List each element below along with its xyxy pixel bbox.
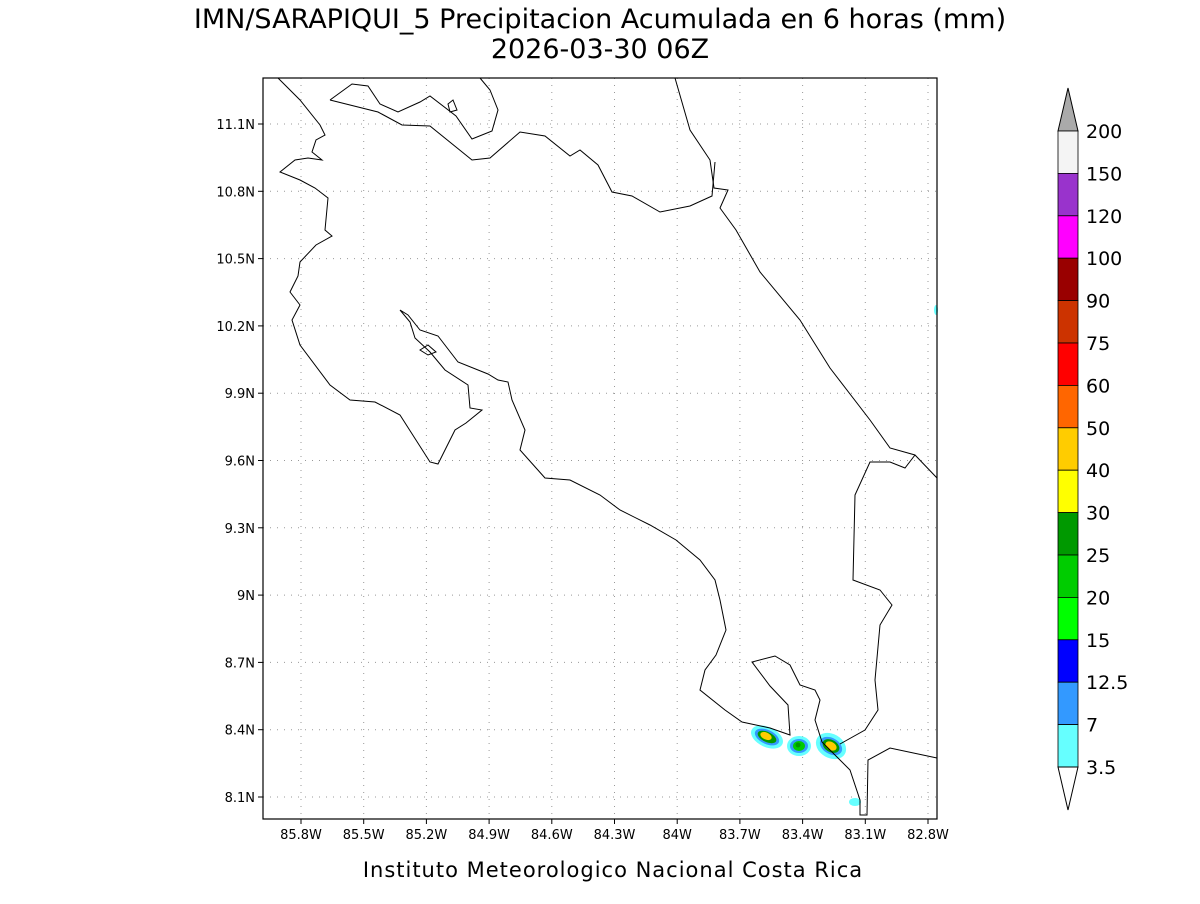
colorbar-box: [1057, 639, 1079, 683]
colorbar-label: 60: [1086, 375, 1110, 397]
colorbar-box: [1057, 215, 1079, 259]
lat-label: 8.4N: [225, 724, 255, 739]
colorbar-label: 40: [1086, 460, 1110, 482]
precip: [751, 305, 938, 806]
colorbar-label: 50: [1086, 418, 1110, 440]
lat-label: 10.8N: [216, 185, 255, 200]
colorbar-label: 200: [1086, 121, 1122, 143]
lon-label: 84W: [662, 828, 692, 843]
colorbar-box: [1057, 172, 1079, 217]
lat-label: 9.6N: [225, 455, 255, 470]
grid: [258, 78, 937, 824]
colorbar-label: 25: [1086, 545, 1110, 567]
lon-label: 83.7W: [719, 828, 761, 843]
lat-label: 9.3N: [225, 522, 255, 537]
lon-label: 84.9W: [468, 828, 510, 843]
colorbar-label: 12.5: [1086, 672, 1128, 694]
colorbar-box: [1057, 469, 1079, 514]
footer: Instituto Meteorologico Nacional Costa R…: [363, 858, 863, 882]
colorbar-label: 20: [1086, 587, 1110, 609]
colorbar: 200 150 120 100 90 75 60 50 40 30 25 20 15 12.5 7 3.5: [1057, 87, 1128, 811]
colorbar-box: [1057, 130, 1079, 174]
colorbar-over: [1057, 87, 1079, 132]
colorbar-box: [1057, 300, 1079, 344]
colorbar-label: 75: [1086, 333, 1110, 355]
colorbar-label: 150: [1086, 163, 1122, 185]
lon-label: 82.8W: [907, 828, 949, 843]
lon-label: 85.8W: [280, 828, 322, 843]
lat-label: 9N: [237, 589, 255, 604]
colorbar-box: [1057, 427, 1079, 471]
colorbar-label: 3.5: [1086, 757, 1116, 779]
title: IMN/SARAPIQUI_5 Precipitacion Acumulada …: [194, 4, 1006, 35]
colorbar-box: [1057, 342, 1079, 386]
map-frame: [262, 77, 938, 820]
colorbar-box: [1057, 681, 1079, 726]
colorbar-label: 15: [1086, 630, 1110, 652]
colorbar-box: [1057, 724, 1079, 768]
subtitle: 2026-03-30 06Z: [491, 34, 709, 65]
lon-label: 83.1W: [844, 828, 886, 843]
colorbar-box: [1057, 554, 1079, 598]
lat-label: 8.1N: [225, 791, 255, 806]
lon-label: 85.5W: [343, 828, 385, 843]
colorbar-label: 100: [1086, 248, 1122, 270]
lon-label: 85.2W: [405, 828, 447, 843]
lon-label: 83.4W: [782, 828, 824, 843]
lon-label: 84.6W: [531, 828, 573, 843]
lat-label: 10.2N: [216, 320, 255, 335]
lon-label: 84.3W: [594, 828, 636, 843]
colorbar-label: 120: [1086, 206, 1122, 228]
colorbar-under: [1057, 766, 1079, 811]
lat-label: 10.5N: [216, 253, 255, 268]
colorbar-box: [1057, 512, 1079, 556]
colorbar-label: 90: [1086, 291, 1110, 313]
colorbar-box: [1057, 384, 1079, 429]
lat-label: 8.7N: [225, 656, 255, 671]
colorbar-box: [1057, 597, 1079, 641]
colorbar-label: 7: [1086, 715, 1098, 737]
lat-label: 9.9N: [225, 387, 255, 402]
colorbar-box: [1057, 257, 1079, 302]
coastline: [277, 77, 938, 816]
colorbar-label: 30: [1086, 503, 1110, 525]
lat-label: 11.1N: [216, 118, 255, 133]
